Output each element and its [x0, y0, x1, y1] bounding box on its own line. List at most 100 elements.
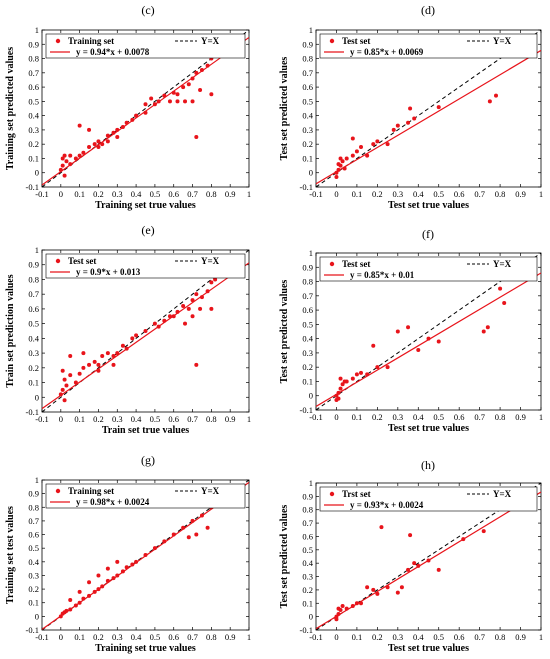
y-tick-label: -0.1 [300, 625, 313, 635]
legend: Trst set Y=X y = 0.93*x + 0.0024 [319, 486, 538, 512]
legend-point-marker [55, 38, 61, 44]
y-tick-label: 0.6 [28, 82, 39, 92]
data-point [68, 162, 73, 167]
legend-box [319, 33, 538, 59]
data-point [340, 603, 345, 608]
data-point [73, 156, 78, 161]
data-point [183, 321, 188, 326]
legend-identity-label: Y=X [201, 486, 220, 496]
legend-box [319, 256, 538, 282]
legend: Training set Y=X y = 0.98*x + 0.0024 [45, 483, 246, 509]
data-point [436, 567, 441, 572]
x-tick-label: 0.5 [150, 632, 161, 642]
data-point [77, 123, 82, 128]
x-tick-label: 0.7 [474, 412, 485, 422]
data-point [175, 309, 180, 314]
data-point [408, 106, 413, 111]
data-point [92, 142, 97, 147]
y-tick-label: 0.4 [302, 334, 313, 344]
x-tick-label: 1 [247, 414, 251, 424]
data-point [181, 85, 186, 90]
y-tick-label: 0.5 [302, 96, 313, 106]
y-tick-label: 0.9 [302, 39, 313, 49]
data-point [194, 70, 199, 75]
data-point [100, 142, 105, 147]
data-point [100, 354, 105, 359]
legend-identity-label: Y=X [493, 36, 512, 46]
data-point [156, 99, 161, 104]
legend-points-label: Test set [342, 36, 370, 46]
data-point [58, 167, 63, 172]
data-point [350, 136, 355, 141]
x-tick-label: 0.1 [74, 632, 85, 642]
chart-panel-6: (h) -0.1 0 0.1 0.2 0.3 0.4 0.5 0.6 0.7 0.8 0.9 1 -0.1… [279, 458, 543, 654]
data-point [416, 563, 421, 568]
data-point [171, 314, 176, 319]
data-point [338, 376, 343, 381]
data-point [359, 370, 363, 375]
data-point [186, 535, 191, 540]
x-tick-label: 0.5 [433, 632, 444, 642]
legend-identity-label: Y=X [493, 489, 512, 499]
data-point [81, 150, 86, 155]
y-tick-label: 0.6 [302, 82, 313, 92]
y-tick-label: 0.1 [302, 376, 313, 386]
x-tick-label: 0.4 [131, 414, 142, 424]
x-tick-label: -0.1 [35, 632, 48, 642]
x-tick-label: 0.5 [150, 414, 161, 424]
data-point [81, 365, 86, 370]
data-point [342, 166, 347, 171]
y-axis-title: Test set predicted values [279, 57, 290, 161]
data-point [186, 82, 191, 87]
y-tick-label: 1 [309, 248, 313, 258]
data-point [354, 149, 359, 154]
y-tick-label: 0.7 [28, 516, 39, 526]
legend-point-marker [55, 258, 61, 264]
data-point [143, 110, 148, 115]
data-point [64, 383, 69, 388]
data-point [68, 354, 73, 359]
data-point [365, 153, 370, 158]
data-point [60, 368, 65, 373]
legend-fit-label: y = 0.85*x + 0.0069 [350, 47, 424, 57]
data-point [87, 145, 92, 150]
data-point [167, 314, 172, 319]
data-point [92, 589, 97, 594]
y-tick-label: 0 [309, 168, 313, 178]
legend-fit-label: y = 0.93*x + 0.0024 [350, 500, 424, 510]
x-tick-label: 0.4 [131, 189, 142, 199]
data-point [105, 133, 110, 138]
y-tick-label: 0.3 [302, 572, 313, 582]
fit-line [316, 49, 541, 185]
data-point [58, 392, 63, 397]
data-point [336, 611, 341, 616]
data-point [209, 280, 214, 285]
legend-box [319, 486, 538, 512]
x-tick-label: 0.3 [393, 632, 404, 642]
data-point [87, 580, 92, 585]
legend-identity-label: Y=X [201, 256, 220, 266]
data-point [120, 343, 125, 348]
data-point [412, 561, 417, 566]
data-point [68, 153, 73, 158]
x-tick-label: 0.7 [187, 189, 198, 199]
data-point [385, 142, 390, 147]
panel-label: (g) [141, 453, 155, 467]
y-tick-label: 0.2 [28, 139, 39, 149]
data-point [120, 125, 125, 130]
data-point [96, 368, 101, 373]
data-point [81, 351, 86, 356]
legend-fit-label: y = 0.9*x + 0.013 [76, 267, 141, 277]
data-point [412, 116, 417, 121]
y-tick-label: 1 [35, 475, 39, 485]
x-tick-label: 0.8 [495, 632, 506, 642]
data-point [105, 578, 110, 583]
y-tick-label: 1 [35, 25, 39, 35]
y-tick-label: 0.2 [302, 362, 313, 372]
data-point [115, 127, 120, 132]
data-point [152, 102, 157, 107]
identity-line [316, 30, 541, 187]
x-tick-label: 0.6 [454, 632, 465, 642]
data-point [395, 329, 400, 334]
